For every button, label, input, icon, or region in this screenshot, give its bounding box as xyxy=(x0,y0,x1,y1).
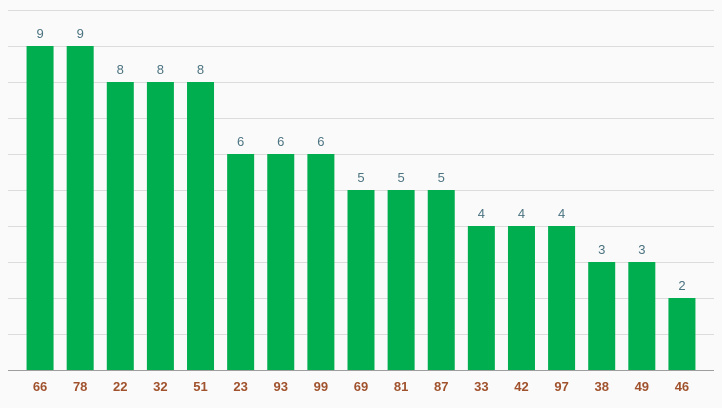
bar-46 xyxy=(668,298,696,370)
bar-81 xyxy=(387,190,415,370)
category-label: 66 xyxy=(33,379,47,394)
bar-99 xyxy=(307,154,335,370)
value-label: 5 xyxy=(398,170,405,185)
bar-69 xyxy=(347,190,375,370)
category-label: 22 xyxy=(113,379,127,394)
value-label: 5 xyxy=(438,170,445,185)
value-label: 6 xyxy=(317,134,324,149)
bar-66 xyxy=(26,46,54,370)
value-labels: 9 9 8 8 8 6 6 6 5 5 5 4 4 4 3 3 2 xyxy=(36,26,685,293)
value-label: 4 xyxy=(558,206,565,221)
bar-33 xyxy=(467,226,495,370)
category-label: 23 xyxy=(233,379,247,394)
bar-78 xyxy=(66,46,94,370)
value-label: 3 xyxy=(598,242,605,257)
category-label: 32 xyxy=(153,379,167,394)
value-label: 8 xyxy=(117,62,124,77)
bar-51 xyxy=(187,82,215,370)
value-label: 3 xyxy=(638,242,645,257)
value-label: 2 xyxy=(678,278,685,293)
category-label: 38 xyxy=(594,379,608,394)
category-label: 87 xyxy=(434,379,448,394)
bars xyxy=(26,46,696,370)
category-label: 69 xyxy=(354,379,368,394)
category-label: 33 xyxy=(474,379,488,394)
bar-97 xyxy=(548,226,576,370)
value-label: 9 xyxy=(77,26,84,41)
category-label: 51 xyxy=(193,379,207,394)
category-label: 97 xyxy=(554,379,568,394)
category-label: 81 xyxy=(394,379,408,394)
value-label: 6 xyxy=(237,134,244,149)
bar-38 xyxy=(588,262,616,370)
bar-87 xyxy=(427,190,455,370)
category-label: 78 xyxy=(73,379,87,394)
value-label: 6 xyxy=(277,134,284,149)
bar-23 xyxy=(227,154,255,370)
value-label: 9 xyxy=(36,26,43,41)
value-label: 8 xyxy=(197,62,204,77)
category-label: 49 xyxy=(635,379,649,394)
value-label: 4 xyxy=(518,206,525,221)
bar-22 xyxy=(106,82,134,370)
category-label: 93 xyxy=(274,379,288,394)
value-label: 5 xyxy=(357,170,364,185)
value-label: 4 xyxy=(478,206,485,221)
category-label: 46 xyxy=(675,379,689,394)
value-label: 8 xyxy=(157,62,164,77)
category-label: 42 xyxy=(514,379,528,394)
bar-42 xyxy=(507,226,535,370)
bar-32 xyxy=(146,82,174,370)
bar-93 xyxy=(267,154,295,370)
bar-49 xyxy=(628,262,656,370)
category-labels: 66 78 22 32 51 23 93 99 69 81 87 33 42 97 38 49 46 xyxy=(33,379,689,394)
category-label: 99 xyxy=(314,379,328,394)
